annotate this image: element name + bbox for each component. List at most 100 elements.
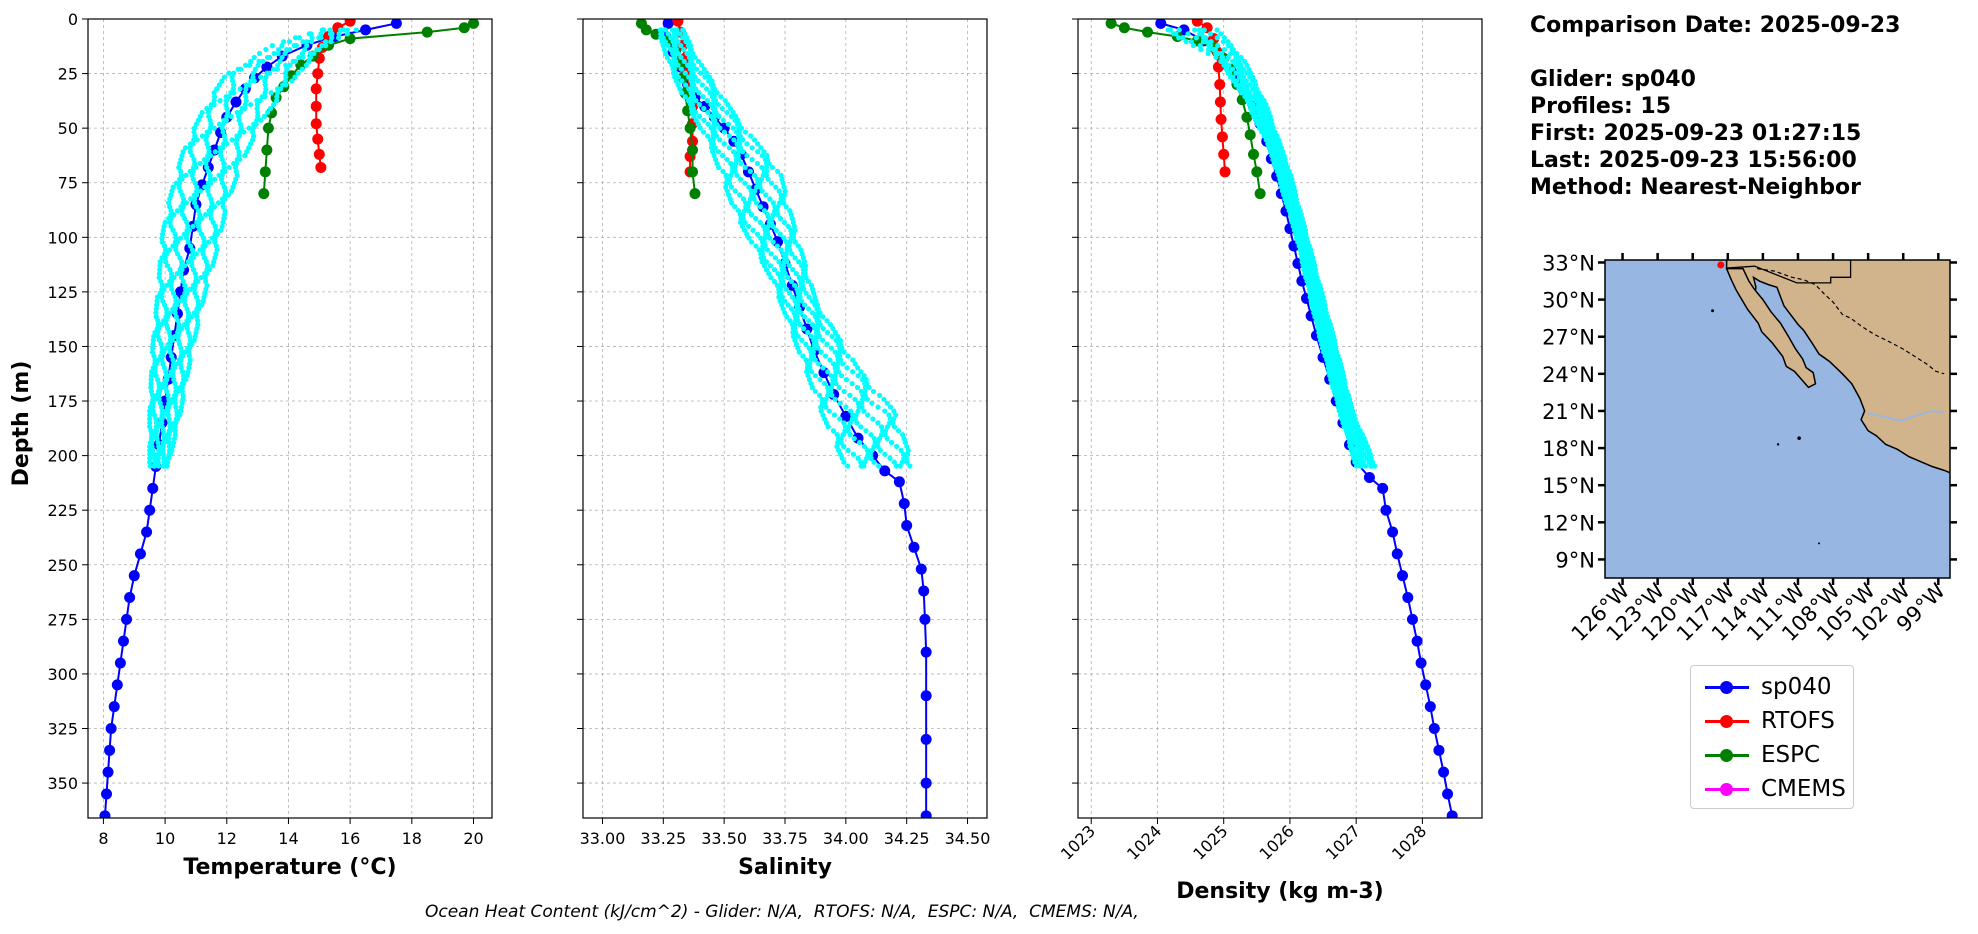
chart-panel-1: 8 10 12 14 16 18 20025507510012515017520022525… <box>9 10 493 880</box>
profile-point <box>156 463 162 469</box>
profile-point <box>761 149 767 155</box>
series-point-espc <box>458 22 470 34</box>
profile-point <box>231 70 237 76</box>
profile-point <box>778 247 784 253</box>
profile-point <box>700 129 707 135</box>
profile-point <box>689 98 695 104</box>
profile-point <box>167 420 173 426</box>
profile-point <box>1324 314 1331 320</box>
profile-point <box>1340 369 1346 375</box>
profile-point <box>754 231 761 237</box>
profile-point <box>153 428 160 434</box>
profile-point <box>160 412 167 418</box>
profile-point <box>344 31 351 37</box>
profile-point <box>242 105 248 112</box>
legend-item-cmems: CMEMS <box>1699 774 1849 804</box>
profile-point <box>177 412 183 418</box>
profile-point <box>254 105 260 112</box>
profile-point <box>693 117 699 123</box>
profile-point <box>783 204 789 210</box>
y-tick-label: 50 <box>58 119 78 138</box>
profile-point <box>1266 137 1272 143</box>
profile-point <box>781 192 788 198</box>
series-point-espc <box>687 144 699 156</box>
profile-point <box>828 384 835 391</box>
profile-point <box>180 353 186 359</box>
profile-point <box>179 176 185 182</box>
profile-point <box>876 392 883 398</box>
profile-point <box>219 125 225 131</box>
profile-point <box>267 70 273 76</box>
profile-point <box>160 428 166 434</box>
glider-name: Glider: sp040 <box>1530 67 1696 92</box>
x-tick-label: 10 <box>155 829 175 848</box>
profile-point <box>1316 298 1322 304</box>
profile-point <box>181 380 187 387</box>
profile-point <box>190 168 196 174</box>
profile-point <box>1335 373 1341 379</box>
profile-point <box>153 361 159 367</box>
profile-point <box>1193 35 1199 41</box>
profile-point <box>162 247 169 253</box>
profile-point <box>203 286 209 292</box>
profile-point <box>242 153 248 159</box>
profile-point <box>1280 176 1286 182</box>
profile-point <box>309 39 315 45</box>
y-tick-label: 25 <box>58 65 78 84</box>
profile-point <box>170 290 177 296</box>
profile-point <box>211 90 217 96</box>
profile-point <box>207 125 213 131</box>
profile-point <box>739 223 746 229</box>
profile-point <box>159 290 165 296</box>
profile-point <box>353 27 359 33</box>
profile-point <box>693 98 699 104</box>
profile-point <box>233 160 240 167</box>
profile-point <box>196 306 202 312</box>
profile-point <box>267 105 274 112</box>
series-point-sp040 <box>662 19 674 29</box>
profile-point <box>287 62 293 68</box>
profile-point <box>196 227 203 233</box>
profile-point <box>1240 66 1247 72</box>
series-point-sp040 <box>144 504 156 516</box>
profile-point <box>184 325 190 332</box>
profile-point <box>838 341 844 347</box>
profile-point <box>207 176 213 182</box>
profile-point <box>1230 74 1236 80</box>
profile-point <box>231 180 237 186</box>
profile-point <box>905 447 911 453</box>
x-tick-label: 33.50 <box>701 829 747 848</box>
profile-point <box>1326 337 1332 343</box>
series-point-espc <box>1241 111 1253 123</box>
profile-point <box>178 172 184 178</box>
profile-point <box>841 459 847 465</box>
profile-point <box>234 137 240 143</box>
profile-point <box>208 208 215 214</box>
legend-item-rtofs: RTOFS <box>1699 706 1849 736</box>
profile-point <box>817 322 823 328</box>
profile-point <box>155 329 161 336</box>
profile-point <box>852 416 858 422</box>
profile-point <box>218 227 224 233</box>
profile-point <box>177 361 184 367</box>
profile-point <box>159 235 165 241</box>
profile-point <box>864 447 870 453</box>
profile-point <box>770 239 776 245</box>
profile-point <box>1335 392 1341 398</box>
profile-point <box>1317 302 1323 308</box>
profile-point <box>205 145 212 151</box>
series-point-sp040 <box>1446 810 1458 818</box>
profile-point <box>864 380 870 387</box>
profile-point <box>203 278 209 285</box>
profile-point <box>832 329 838 336</box>
profile-point <box>187 145 193 151</box>
profile-point <box>151 353 157 359</box>
profile-point <box>307 54 314 61</box>
profile-point <box>327 27 333 33</box>
profile-point <box>1250 74 1256 80</box>
profile-point <box>150 404 156 410</box>
profile-point <box>165 263 171 269</box>
profile-point <box>822 353 829 359</box>
profile-point <box>855 400 861 406</box>
profile-point <box>172 432 178 438</box>
